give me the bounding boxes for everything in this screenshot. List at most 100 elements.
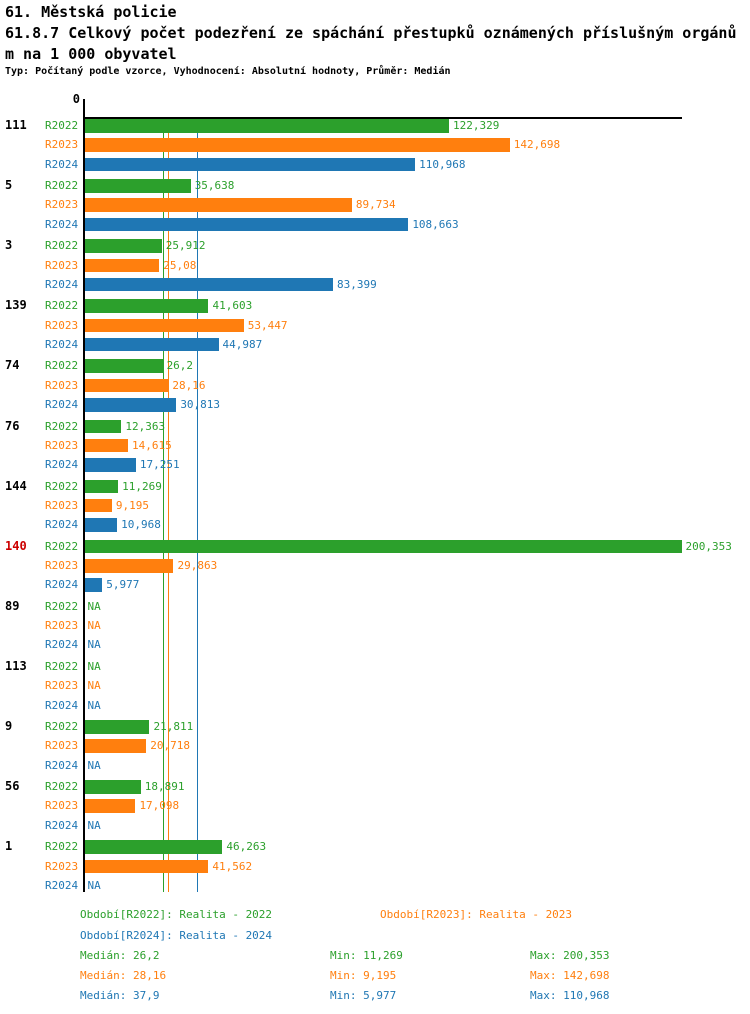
series-label: R2022	[45, 179, 79, 193]
bar-r2023	[84, 859, 209, 873]
bar-value-label: 28,16	[172, 378, 206, 392]
bar-value-label: 11,269	[122, 479, 162, 493]
bar-r2022	[84, 119, 450, 133]
series-label: R2023	[45, 258, 79, 272]
na-value-label: NA	[87, 878, 101, 892]
bar-r2024	[84, 157, 416, 172]
bar-r2023	[84, 378, 169, 393]
bar-value-label: 5,977	[106, 578, 140, 592]
bar-r2022	[84, 479, 119, 494]
series-label: R2024	[45, 398, 79, 411]
bar-r2022	[84, 359, 163, 373]
bar-value-label: 35,638	[194, 179, 235, 193]
bar-r2023	[84, 318, 244, 333]
group-label: 1	[5, 839, 13, 854]
bar-value-label: 200,353	[685, 539, 732, 553]
series-label: R2023	[45, 799, 79, 813]
group-label: 9	[5, 719, 13, 733]
bar-value-label: 142,698	[513, 138, 561, 152]
bar-value-label: 17,098	[139, 799, 180, 813]
stat-min-r2023: Min: 9,195	[330, 969, 397, 982]
series-label: R2023	[45, 438, 79, 452]
series-label: R2024	[45, 758, 79, 772]
series-label: R2024	[45, 638, 79, 652]
stat-min-r2022: Min: 11,269	[330, 949, 403, 962]
group-label: 5	[5, 178, 13, 193]
page-meta: Typ: Počítaný podle vzorce, Vyhodnocení:…	[5, 66, 451, 77]
bar-r2022	[84, 780, 141, 794]
page-subtitle-continued: m na 1 000 obyvatel	[5, 45, 177, 63]
bar-r2022	[84, 720, 150, 734]
stat-median-r2023: Medián: 28,16	[80, 969, 167, 982]
bar-value-label: 25,08	[163, 258, 197, 272]
group-label: 113	[5, 658, 27, 673]
legend-r2022: Období[R2022]: Realita - 2022	[80, 908, 273, 921]
page-title: 61. Městská policie	[5, 3, 177, 21]
series-label: R2023	[45, 679, 79, 693]
series-label: R2023	[45, 859, 79, 873]
bar-value-label: 83,399	[337, 277, 377, 291]
group-label: 56	[5, 779, 20, 794]
series-label: R2024	[45, 157, 79, 171]
category-axis-line	[83, 99, 85, 892]
series-label: R2024	[45, 818, 79, 832]
series-label: R2024	[45, 337, 79, 351]
series-label: R2024	[45, 518, 79, 532]
bar-r2023	[84, 138, 510, 152]
bar-r2022	[84, 840, 223, 854]
bar-r2023	[84, 739, 147, 753]
bar-r2023	[84, 258, 160, 272]
group-label: 3	[5, 238, 13, 253]
legend-r2024: Období[R2024]: Realita - 2024	[80, 929, 273, 942]
stat-min-r2024: Min: 5,977	[330, 989, 397, 1002]
stat-median-r2022: Medián: 26,2	[80, 949, 160, 962]
series-label: R2023	[45, 138, 79, 152]
series-label: R2024	[45, 458, 79, 472]
bar-r2023	[84, 498, 112, 513]
series-label: R2022	[45, 659, 79, 673]
na-value-label: NA	[87, 698, 101, 712]
bar-r2023	[84, 438, 129, 453]
bar-r2024	[84, 578, 103, 592]
bar-r2024	[84, 217, 409, 232]
value-axis-line	[83, 117, 683, 119]
group-label: 144	[5, 478, 27, 493]
group-label: 139	[5, 298, 27, 313]
series-label: R2022	[45, 479, 79, 493]
bar-value-label: 41,603	[212, 299, 253, 313]
na-value-label: NA	[87, 818, 101, 832]
bar-value-label: 12,363	[125, 419, 166, 433]
bar-value-label: 110,968	[419, 157, 466, 171]
bar-r2022	[84, 539, 682, 554]
median-line-r2024	[197, 118, 199, 892]
bar-value-label: 122,329	[453, 119, 500, 132]
bar-value-label: 44,987	[222, 337, 263, 351]
series-label: R2024	[45, 698, 79, 712]
bar-value-label: 17,251	[139, 458, 180, 472]
bar-value-label: 46,263	[226, 840, 267, 854]
series-label: R2023	[45, 198, 79, 212]
bar-value-label: 21,811	[153, 720, 194, 733]
series-label: R2022	[45, 720, 79, 733]
median-line-r2023	[168, 118, 170, 892]
group-label: 76	[5, 418, 20, 433]
bar-value-label: 18,891	[144, 780, 185, 794]
series-label: R2022	[45, 780, 79, 794]
series-label: R2024	[45, 217, 79, 231]
series-label: R2022	[45, 840, 79, 854]
bar-value-label: 9,195	[115, 498, 150, 512]
bar-r2022	[84, 419, 122, 433]
legend-r2023: Období[R2023]: Realita - 2023	[380, 908, 573, 921]
median-line-r2022	[162, 118, 164, 892]
series-label: R2023	[45, 739, 79, 753]
zero-tick-label: 0	[72, 92, 80, 106]
bar-r2024	[84, 277, 334, 292]
series-label: R2024	[45, 277, 79, 291]
series-label: R2022	[45, 539, 79, 553]
series-label: R2023	[45, 619, 79, 633]
series-label: R2024	[45, 878, 79, 892]
bar-r2023	[84, 198, 352, 212]
bar-r2022	[84, 299, 209, 313]
bar-value-label: 41,562	[212, 859, 253, 873]
series-label: R2023	[45, 559, 79, 572]
